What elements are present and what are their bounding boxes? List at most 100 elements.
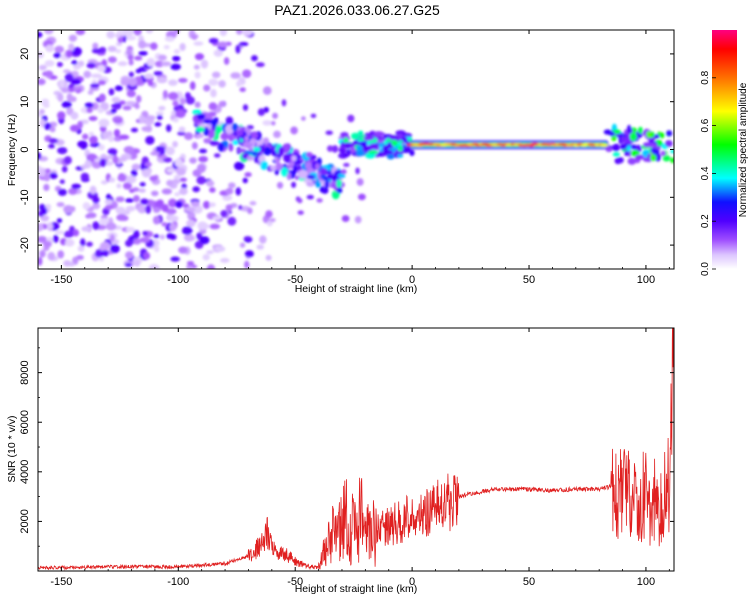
- spectrogram-cell: [198, 155, 208, 163]
- spectrogram-cell: [391, 139, 399, 147]
- spectrogram-x-tick-label: -100: [167, 274, 189, 286]
- spectrogram-y-ticks: -20 -10 0 10 20: [19, 29, 674, 270]
- spectrogram-cell: [178, 246, 188, 254]
- spectrogram-cell: [220, 258, 230, 263]
- spectrogram-cell: [43, 173, 51, 182]
- spectrogram-cell: [140, 198, 149, 205]
- spectrogram-cell: [133, 230, 140, 239]
- spectrogram-cell: [207, 128, 216, 139]
- spectrogram-cell: [306, 181, 315, 187]
- colorbar: 0.0 0.2 0.4 0.6 0.8 Normalized spectral ampl…: [700, 30, 749, 276]
- spectrogram-cell: [147, 80, 154, 87]
- spectrogram-cell: [166, 168, 176, 173]
- spectrogram-cell: [38, 236, 48, 243]
- spectrogram-cell: [125, 198, 134, 203]
- spectrogram-cell: [88, 116, 98, 122]
- spectrogram-cell: [125, 49, 133, 55]
- spectrogram-cell: [56, 202, 65, 207]
- spectrogram-cell: [138, 188, 146, 193]
- snr-y-tick-label: 4000: [19, 460, 31, 484]
- spectrogram-cell: [172, 100, 179, 107]
- spectrogram-cell: [97, 107, 104, 114]
- spectrogram-x-tick-label: 50: [523, 274, 535, 286]
- spectrogram-cell: [165, 124, 172, 132]
- spectrogram-cell: [73, 64, 81, 70]
- spectrogram-cell: [46, 222, 53, 230]
- spectrogram-cell: [250, 131, 258, 140]
- spectrogram-cell: [294, 175, 300, 181]
- spectrogram-cell: [223, 57, 230, 65]
- spectrogram-cell: [247, 207, 253, 215]
- spectrogram-cell: [115, 196, 125, 203]
- spectrogram-cell: [83, 70, 92, 79]
- spectrogram-cell: [76, 255, 84, 260]
- spectrogram-cell: [197, 221, 208, 231]
- spectrogram-cell: [225, 187, 234, 195]
- spectrogram-cell: [97, 64, 106, 73]
- spectrogram-cell: [209, 202, 216, 208]
- spectrogram-cell: [196, 175, 206, 185]
- spectrogram-cell: [251, 55, 258, 62]
- spectrogram-cell: [110, 108, 117, 114]
- spectrogram-cell: [75, 30, 86, 36]
- spectrogram-cell: [138, 115, 146, 124]
- spectrogram-cell: [301, 116, 306, 121]
- spectrogram-cell: [95, 249, 102, 257]
- spectrogram-cell: [44, 30, 54, 35]
- spectrogram-cell: [263, 137, 270, 145]
- spectrogram-cell: [343, 162, 350, 167]
- spectrogram-cell: [296, 164, 302, 171]
- spectrogram-cell: [119, 100, 126, 105]
- spectrogram-cell: [243, 236, 252, 241]
- spectrogram-cell: [356, 145, 363, 152]
- spectrogram-cell: [172, 55, 181, 62]
- spectrogram-cell: [43, 183, 50, 192]
- spectrogram-cell: [272, 150, 277, 156]
- spectrogram-cell: [90, 73, 102, 78]
- spectrogram-cell: [92, 196, 100, 204]
- spectrogram-cell: [342, 142, 352, 147]
- spectrogram-cell: [219, 30, 228, 37]
- spectrogram-cell: [230, 72, 241, 79]
- snr-y-label: SNR (10 * v/v): [6, 415, 18, 482]
- spectrogram-cell: [662, 155, 671, 162]
- colorbar-tick-label: 0.6: [700, 118, 711, 132]
- spectrogram-cell: [271, 121, 276, 126]
- spectrogram-cell: [336, 187, 343, 194]
- spectrogram-cell: [225, 116, 234, 125]
- spectrogram-cell: [297, 169, 308, 179]
- spectrogram-cell: [320, 173, 327, 179]
- spectrogram-cell: [38, 256, 43, 266]
- spectrogram-cell: [165, 146, 175, 156]
- spectrogram-cell: [235, 187, 242, 196]
- spectrogram-cell: [183, 132, 194, 140]
- spectrogram-cell: [38, 31, 43, 38]
- spectrogram-cell: [357, 193, 366, 201]
- spectrogram-cell: [111, 96, 121, 103]
- spectrogram-cell: [104, 204, 114, 210]
- spectrogram-cell: [235, 30, 243, 35]
- spectrogram-cell: [276, 181, 284, 189]
- spectrogram-cell: [145, 115, 156, 121]
- spectrogram-cell: [153, 71, 163, 76]
- spectrogram-cell: [128, 77, 138, 87]
- spectrogram-cell: [162, 90, 168, 99]
- spectrogram-cell: [153, 207, 160, 213]
- spectrogram-cell: [206, 250, 214, 255]
- spectrogram-cell: [257, 108, 266, 116]
- spectrogram-cell: [404, 146, 411, 151]
- spectrogram-cell: [116, 213, 127, 222]
- spectrogram-cell: [136, 95, 142, 103]
- spectrogram-cell: [88, 131, 95, 136]
- spectrogram-cell: [213, 49, 223, 57]
- snr-x-tick-label: 50: [523, 576, 535, 588]
- spectrogram-cell: [646, 130, 652, 138]
- spectrogram-cell: [149, 175, 158, 182]
- spectrogram-cell: [208, 37, 219, 44]
- spectrogram-x-label: Height of straight line (km): [295, 283, 418, 295]
- spectrogram-cell: [133, 259, 141, 267]
- spectrogram-cell: [356, 178, 364, 186]
- spectrogram-cell: [620, 136, 625, 144]
- spectrogram-cell: [642, 142, 652, 148]
